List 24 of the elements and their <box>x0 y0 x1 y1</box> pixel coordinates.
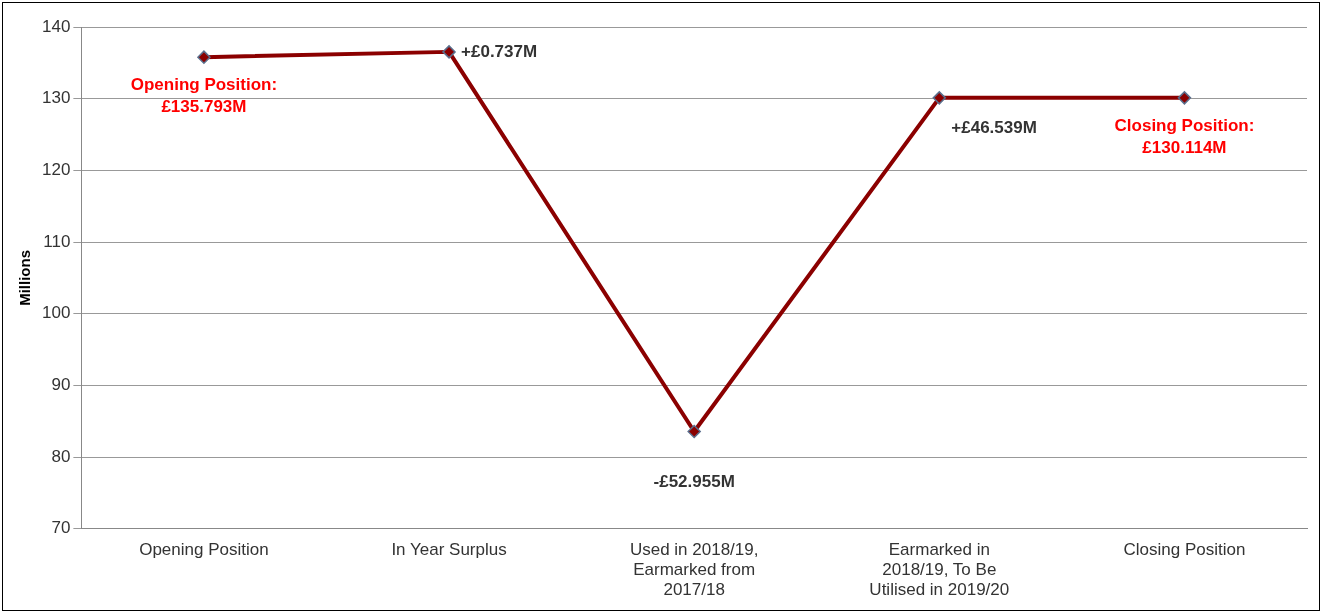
point <box>1177 91 1192 105</box>
y-tick-label: 100 <box>41 303 71 323</box>
y-tick-label: 130 <box>41 88 71 108</box>
point <box>197 50 211 64</box>
y-tick-label: 120 <box>41 160 71 180</box>
y-tick-label: 70 <box>51 518 71 538</box>
x-tick-label: Used in 2018/19, Earmarked from 2017/18 <box>629 539 759 600</box>
point <box>442 45 456 59</box>
x-tick-label: In Year Surplus <box>391 539 507 559</box>
y-tick-label: 80 <box>51 446 71 466</box>
y-tick-label: 140 <box>41 16 71 36</box>
x-tick-label: Opening Position <box>139 539 269 559</box>
annotation: Opening Position: £135.793M <box>130 75 278 117</box>
x-tick-label: Earmarked in 2018/19, To Be Utilised in 2019/20 <box>869 539 1010 600</box>
point <box>687 424 701 439</box>
annotation: Closing Position: £130.114M <box>1114 116 1255 158</box>
annotation: +£0.737M <box>461 41 538 61</box>
y-tick-label: 110 <box>43 231 71 251</box>
y-axis-title: Millions <box>16 249 34 306</box>
y-tick-label: 90 <box>51 375 71 395</box>
annotation: +£46.539M <box>951 117 1037 137</box>
point <box>932 91 947 105</box>
annotation: -£52.955M <box>653 471 735 491</box>
x-tick-label: Closing Position <box>1123 539 1246 559</box>
